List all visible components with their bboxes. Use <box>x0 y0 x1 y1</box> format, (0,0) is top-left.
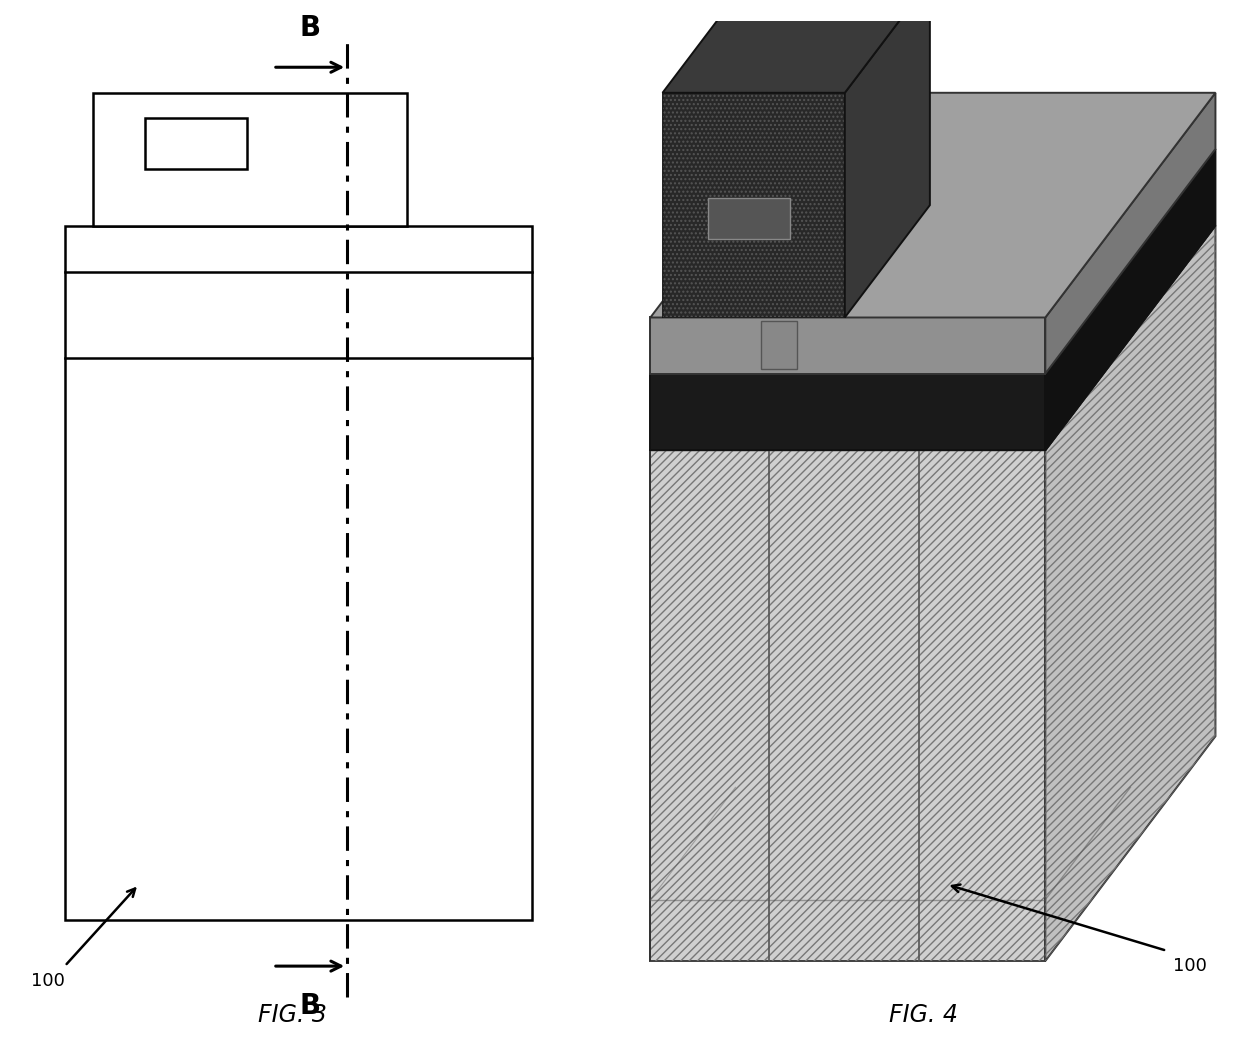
Polygon shape <box>650 149 1215 373</box>
Polygon shape <box>1045 226 1215 961</box>
Text: FIG. 3: FIG. 3 <box>258 1003 327 1028</box>
Polygon shape <box>662 0 930 93</box>
Polygon shape <box>761 321 796 368</box>
Bar <box>64 226 532 920</box>
Bar <box>145 118 247 169</box>
Text: 100: 100 <box>31 972 64 991</box>
Polygon shape <box>662 93 844 317</box>
Polygon shape <box>650 93 1215 317</box>
Text: 100: 100 <box>1173 958 1207 975</box>
Polygon shape <box>650 450 1045 961</box>
Polygon shape <box>650 317 1045 373</box>
Polygon shape <box>650 373 1045 450</box>
Polygon shape <box>844 0 930 317</box>
Text: B: B <box>299 14 321 41</box>
Text: FIG. 4: FIG. 4 <box>889 1003 959 1028</box>
Polygon shape <box>1045 149 1215 450</box>
Polygon shape <box>650 226 1215 450</box>
Polygon shape <box>708 198 790 238</box>
Bar <box>93 93 407 226</box>
Polygon shape <box>1045 93 1215 373</box>
Text: B: B <box>299 992 321 1019</box>
